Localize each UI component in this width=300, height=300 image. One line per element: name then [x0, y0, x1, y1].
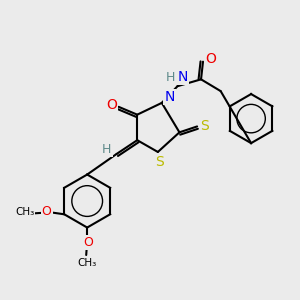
- Text: CH₃: CH₃: [78, 258, 97, 268]
- Text: H: H: [102, 142, 112, 155]
- Text: O: O: [106, 98, 117, 112]
- Text: S: S: [201, 119, 209, 134]
- Text: CH₃: CH₃: [15, 207, 34, 217]
- Text: S: S: [155, 155, 164, 169]
- Text: O: O: [83, 236, 93, 249]
- Text: N: N: [164, 90, 175, 104]
- Text: O: O: [42, 205, 52, 218]
- Text: O: O: [206, 52, 216, 66]
- Text: H: H: [166, 71, 175, 84]
- Text: N: N: [177, 70, 188, 84]
